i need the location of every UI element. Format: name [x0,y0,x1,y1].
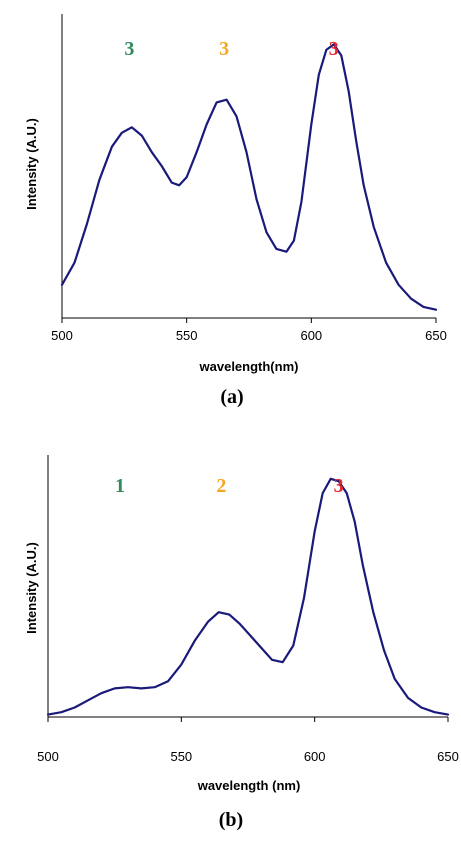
x-axis-title: wavelength(nm) [199,359,299,374]
x-tick-label: 650 [425,328,447,343]
x-tick-label: 500 [51,328,73,343]
y-axis-title: Intensity (A.U.) [24,118,39,210]
peak-label: 3 [219,38,229,60]
y-axis-title: Intensity (A.U.) [24,542,39,634]
peak-label: 3 [334,475,344,497]
panel-label: (b) [219,809,243,831]
x-tick-label: 650 [437,749,459,764]
peak-label: 3 [329,38,339,60]
peak-label: 2 [216,475,226,497]
peak-label: 3 [124,38,134,60]
panel-b: Intensity (A.U.) wavelength (nm) (b) 500… [24,455,459,831]
spectrum-line [60,43,438,311]
x-tick-label: 550 [170,749,192,764]
x-tick-label: 600 [304,749,326,764]
x-tick-label: 500 [37,749,59,764]
x-tick-label: 550 [176,328,198,343]
x-tick-label: 600 [300,328,322,343]
panel-a: Intensity (A.U.) wavelength(nm) (a) 500 5… [24,14,447,408]
x-axis-title: wavelength (nm) [197,778,301,793]
peak-label: 1 [115,475,125,497]
spectrum-line [46,477,450,716]
panel-label: (a) [220,386,243,408]
